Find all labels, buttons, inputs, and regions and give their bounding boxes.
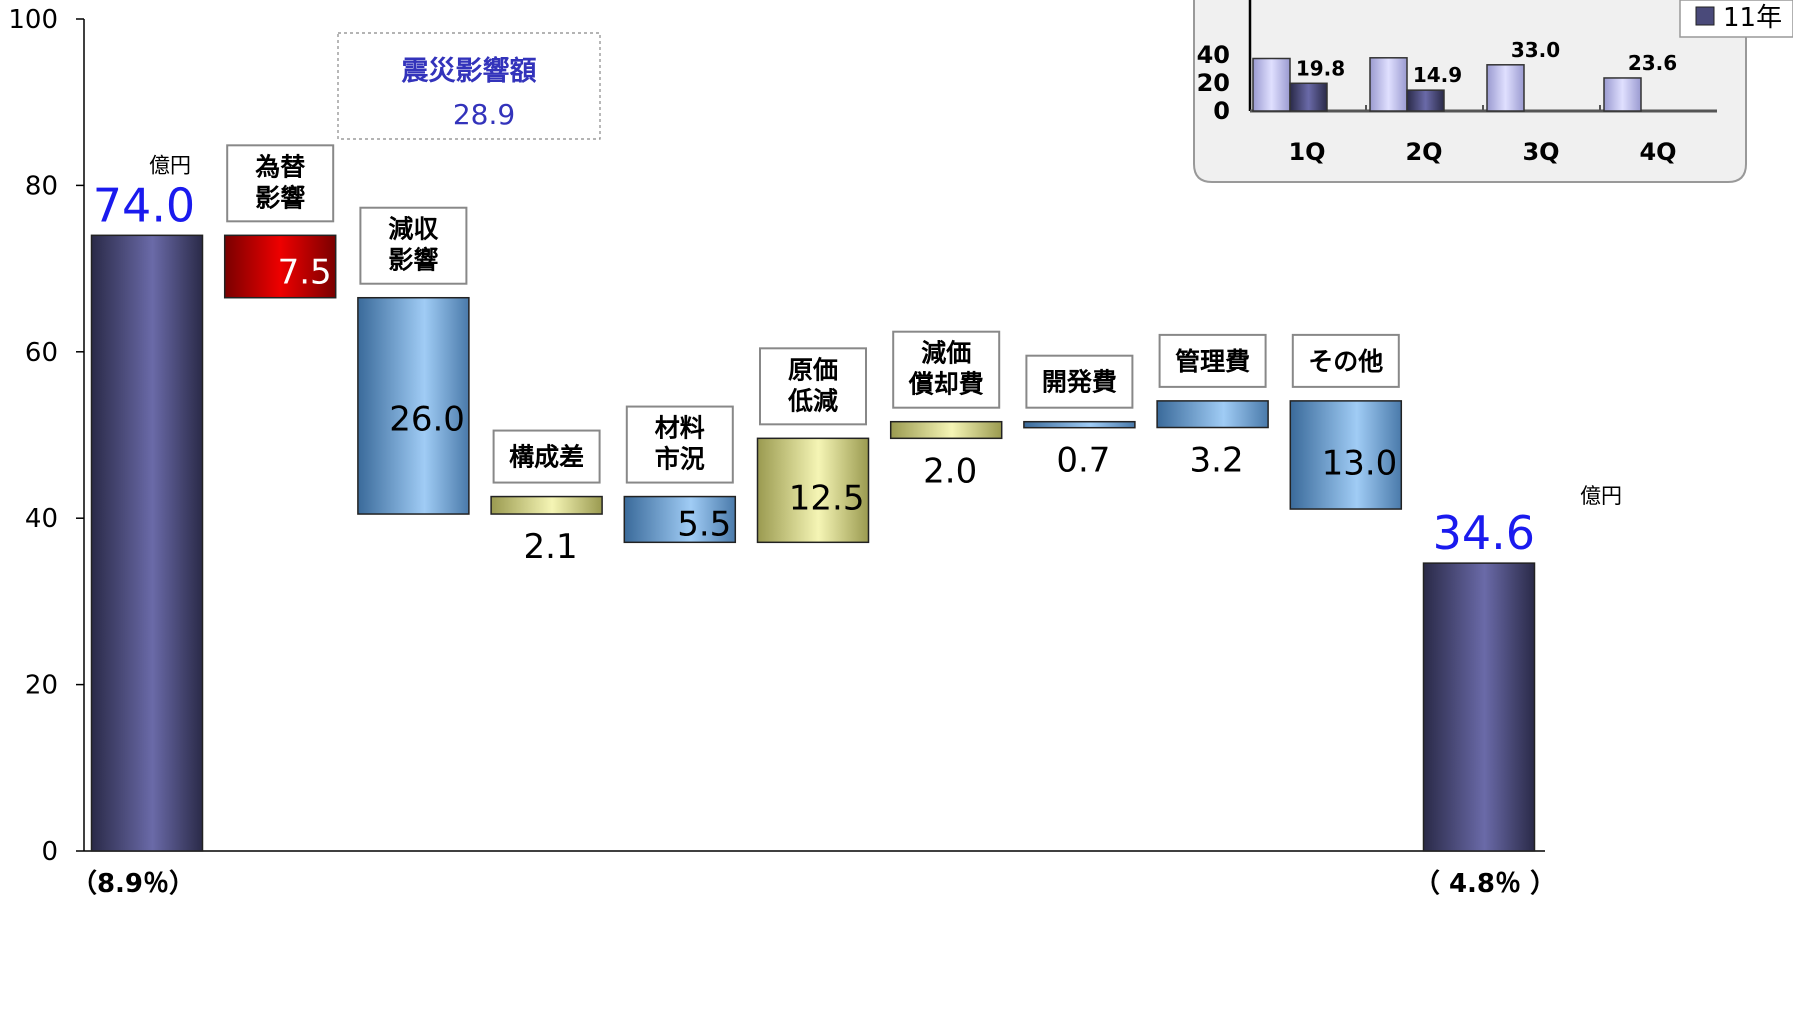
category-label-box — [492, 429, 601, 484]
unit-label: 億円 — [1580, 484, 1622, 508]
category-label-box — [1025, 354, 1134, 409]
total-value-label: 74.0 — [93, 178, 195, 232]
delta-value-label: 3.2 — [1190, 441, 1244, 481]
inset-y-tick-label: 40 — [1197, 41, 1230, 69]
annotation-value: 28.9 — [453, 98, 515, 131]
delta-value-label: 13.0 — [1322, 443, 1398, 483]
category-label: 開発費 — [1042, 368, 1117, 397]
delta-value-label: 2.0 — [923, 451, 977, 491]
inset-value-label: 14.9 — [1413, 63, 1462, 87]
y-tick-label: 40 — [25, 504, 58, 534]
category-label: 原価低減 — [787, 355, 838, 415]
unit-label: 億円 — [149, 153, 191, 177]
y-tick-label: 20 — [25, 671, 58, 701]
delta-value-label: 7.5 — [278, 253, 332, 293]
annotation-title: 震災影響額 — [402, 55, 537, 87]
inset-bar — [1486, 64, 1525, 112]
waterfall-bar — [490, 495, 603, 515]
waterfall-bar — [1289, 400, 1403, 510]
percent-label: （8.9％） — [71, 869, 195, 899]
inset-value-label: 33.0 — [1511, 38, 1560, 62]
y-tick-label: 100 — [8, 5, 58, 35]
total-value-label: 34.6 — [1433, 506, 1535, 560]
category-label-box — [1291, 333, 1400, 388]
delta-value-label: 5.5 — [677, 505, 731, 545]
inset-frame — [1193, 0, 1747, 183]
category-label-box — [359, 206, 468, 285]
waterfall-bar — [623, 495, 737, 544]
inset-y-tick-label: 0 — [1213, 97, 1230, 125]
inset-legend-label: 11年 — [1723, 3, 1782, 33]
inset-bar — [1406, 89, 1445, 112]
inset-bar — [1252, 57, 1291, 112]
delta-value-label: 12.5 — [789, 479, 865, 519]
y-tick-label: 0 — [41, 837, 58, 867]
inset-category-label: 4Q — [1639, 138, 1676, 166]
waterfall-bar — [1156, 400, 1269, 429]
category-label: 材料市況 — [655, 414, 705, 474]
inset-value-label: 23.6 — [1628, 51, 1677, 75]
waterfall-bar — [756, 437, 870, 544]
category-label-box — [625, 405, 734, 484]
category-label: 減価償却費 — [908, 339, 984, 399]
inset-bar — [1603, 77, 1642, 112]
inset-category-label: 1Q — [1288, 138, 1325, 166]
delta-value-label: 0.7 — [1056, 441, 1110, 481]
y-tick-label: 80 — [25, 171, 58, 201]
category-label: その他 — [1308, 347, 1383, 376]
inset-value-label: 19.8 — [1296, 56, 1345, 80]
category-label-box — [759, 347, 867, 426]
category-label: 為替影響 — [255, 152, 305, 212]
percent-label: （ 4.8％ ） — [1414, 869, 1556, 899]
category-label-box — [892, 330, 1001, 409]
y-tick-label: 60 — [25, 338, 58, 368]
category-label-box — [226, 144, 335, 223]
waterfall-bar — [223, 234, 337, 299]
waterfall-bar — [90, 234, 204, 852]
category-label: 減収影響 — [388, 215, 439, 275]
inset-bar — [1289, 82, 1328, 112]
inset-category-label: 2Q — [1405, 138, 1442, 166]
category-label: 構成差 — [509, 443, 584, 472]
waterfall-bar — [889, 420, 1003, 440]
waterfall-bar — [357, 296, 470, 515]
delta-value-label: 2.1 — [524, 527, 578, 567]
category-label: 管理費 — [1175, 347, 1250, 376]
waterfall-bar — [1023, 420, 1136, 429]
delta-value-label: 26.0 — [389, 400, 465, 440]
annotation-box — [337, 32, 601, 140]
waterfall-bar — [1422, 562, 1536, 852]
inset-y-tick-label: 20 — [1197, 69, 1230, 97]
category-label-box — [1158, 333, 1267, 388]
inset-bar — [1369, 57, 1408, 112]
inset-category-label: 3Q — [1522, 138, 1559, 166]
inset-legend-swatch — [1695, 6, 1715, 26]
